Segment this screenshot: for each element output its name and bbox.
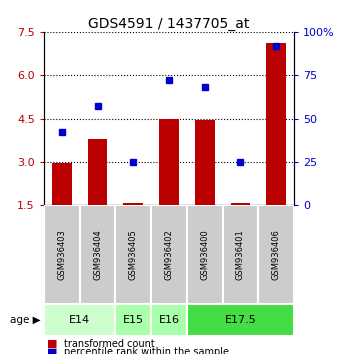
Text: age ▶: age ▶	[10, 315, 41, 325]
Text: GSM936406: GSM936406	[272, 229, 281, 280]
Text: percentile rank within the sample: percentile rank within the sample	[64, 347, 229, 354]
Bar	[115, 304, 151, 336]
Bar	[44, 304, 115, 336]
Text: E15: E15	[123, 315, 144, 325]
Bar	[187, 304, 294, 336]
Bar	[88, 139, 107, 205]
Bar	[223, 205, 258, 304]
Text: GSM936405: GSM936405	[129, 229, 138, 280]
Text: GSM936400: GSM936400	[200, 229, 209, 280]
Bar	[151, 205, 187, 304]
Bar	[52, 164, 72, 205]
Text: GSM936404: GSM936404	[93, 229, 102, 280]
Bar	[258, 205, 294, 304]
Bar	[187, 205, 223, 304]
Text: E16: E16	[159, 315, 179, 325]
Bar	[231, 203, 250, 205]
Bar	[123, 203, 143, 205]
Text: E17.5: E17.5	[224, 315, 256, 325]
Text: GSM936401: GSM936401	[236, 229, 245, 280]
Bar	[44, 205, 80, 304]
Text: ■: ■	[47, 347, 58, 354]
Text: GSM936403: GSM936403	[57, 229, 66, 280]
Title: GDS4591 / 1437705_at: GDS4591 / 1437705_at	[88, 17, 250, 31]
Bar	[195, 120, 215, 205]
Bar	[266, 44, 286, 205]
Bar	[115, 205, 151, 304]
Text: GSM936402: GSM936402	[165, 229, 173, 280]
Bar	[151, 304, 187, 336]
Text: E14: E14	[69, 315, 90, 325]
Text: ■: ■	[47, 339, 58, 349]
Text: transformed count: transformed count	[64, 339, 155, 349]
Bar	[159, 119, 179, 205]
Bar	[80, 205, 115, 304]
